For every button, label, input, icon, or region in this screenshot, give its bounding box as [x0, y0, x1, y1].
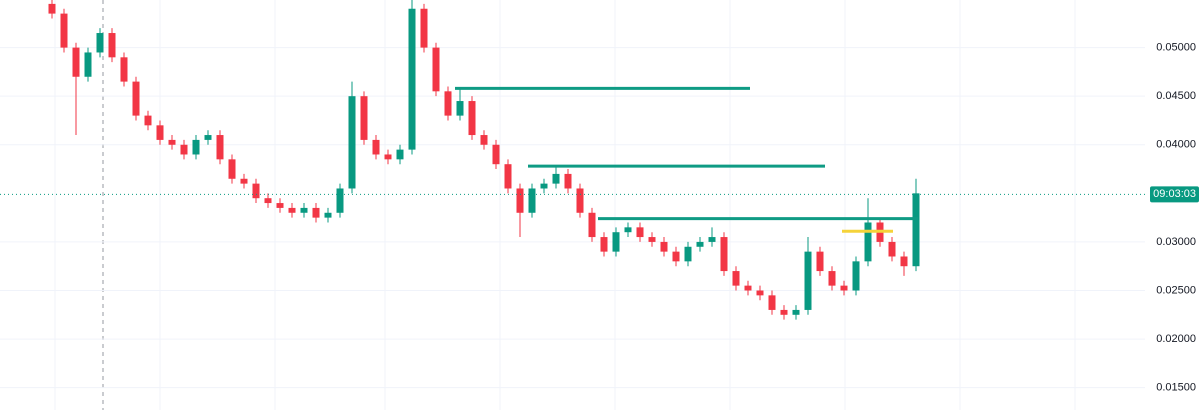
- y-tick-label: 0.04500: [1156, 90, 1196, 102]
- candle-body: [300, 207, 308, 213]
- candle-body: [636, 227, 644, 238]
- candle-body: [204, 135, 212, 140]
- candle-body: [384, 154, 392, 160]
- candle-body: [216, 135, 224, 160]
- candle-body: [552, 173, 560, 184]
- candle-body: [480, 135, 488, 145]
- candle-body: [312, 207, 320, 218]
- candle-body: [372, 139, 380, 155]
- candle-body: [72, 47, 80, 77]
- candle-body: [252, 183, 260, 199]
- candle-body: [600, 237, 608, 252]
- candle-body: [60, 13, 68, 48]
- y-tick-label: 0.01500: [1156, 382, 1196, 394]
- y-tick-label: 0.05000: [1156, 42, 1196, 54]
- candle-body: [492, 144, 500, 165]
- y-tick-label: 0.02000: [1156, 333, 1196, 345]
- candle-body: [912, 193, 920, 267]
- candle-body: [888, 241, 896, 257]
- y-tick-label: 0.03000: [1156, 236, 1196, 248]
- candle-body: [324, 212, 332, 218]
- candle-body: [288, 207, 296, 213]
- candle-body: [840, 285, 848, 291]
- candle-body: [708, 237, 716, 242]
- candle-body: [756, 290, 764, 296]
- candle-body: [576, 188, 584, 213]
- candle-body: [456, 101, 464, 116]
- current-price-label: 09:03:03: [1153, 188, 1196, 200]
- candle-body: [804, 251, 812, 310]
- candle-body: [108, 33, 116, 58]
- candle-body: [744, 285, 752, 291]
- candle-body: [468, 101, 476, 136]
- candle-body: [132, 81, 140, 116]
- candle-body: [648, 237, 656, 242]
- candle-body: [816, 251, 824, 272]
- candle-body: [720, 237, 728, 272]
- candle-body: [396, 149, 404, 160]
- current-price-box: [1150, 186, 1199, 203]
- candle-body: [828, 271, 836, 286]
- candle-body: [768, 295, 776, 310]
- candle-body: [264, 198, 272, 204]
- candle-body: [348, 96, 356, 189]
- candle-body: [672, 251, 680, 262]
- candle-body: [360, 96, 368, 140]
- candle-body: [588, 212, 596, 238]
- vertical-grid: [54, 0, 1076, 410]
- candle-body: [504, 164, 512, 189]
- candle-body: [612, 232, 620, 252]
- candle-body: [852, 261, 860, 291]
- candle-body: [564, 173, 572, 189]
- candle-body: [84, 52, 92, 77]
- candle-body: [660, 241, 668, 252]
- candle-body: [528, 188, 536, 213]
- candle-body: [624, 227, 632, 233]
- candle-body: [240, 178, 248, 184]
- candle-body: [48, 3, 56, 14]
- candle-body: [444, 91, 452, 116]
- candle-body: [408, 8, 416, 150]
- y-tick-label: 0.02500: [1156, 284, 1196, 296]
- candle-body: [336, 188, 344, 213]
- candle-body: [516, 188, 524, 213]
- candle-body: [96, 33, 104, 53]
- candle-body: [780, 309, 788, 315]
- candle-body: [732, 271, 740, 286]
- candle-body: [900, 256, 908, 267]
- candle-body: [168, 139, 176, 145]
- candle-body: [276, 203, 284, 208]
- candle-body: [180, 144, 188, 155]
- candle-body: [696, 241, 704, 247]
- candle-body: [684, 246, 692, 262]
- candle-body: [192, 139, 200, 155]
- y-tick-label: 0.04000: [1156, 139, 1196, 151]
- candle-body: [120, 57, 128, 82]
- candle-body: [156, 125, 164, 140]
- candle-body: [540, 183, 548, 189]
- candle-body: [432, 47, 440, 92]
- candle-body: [144, 115, 152, 126]
- candle-body: [420, 8, 428, 48]
- candle-body: [792, 309, 800, 315]
- candle-body: [864, 222, 872, 262]
- candle-body: [228, 159, 236, 179]
